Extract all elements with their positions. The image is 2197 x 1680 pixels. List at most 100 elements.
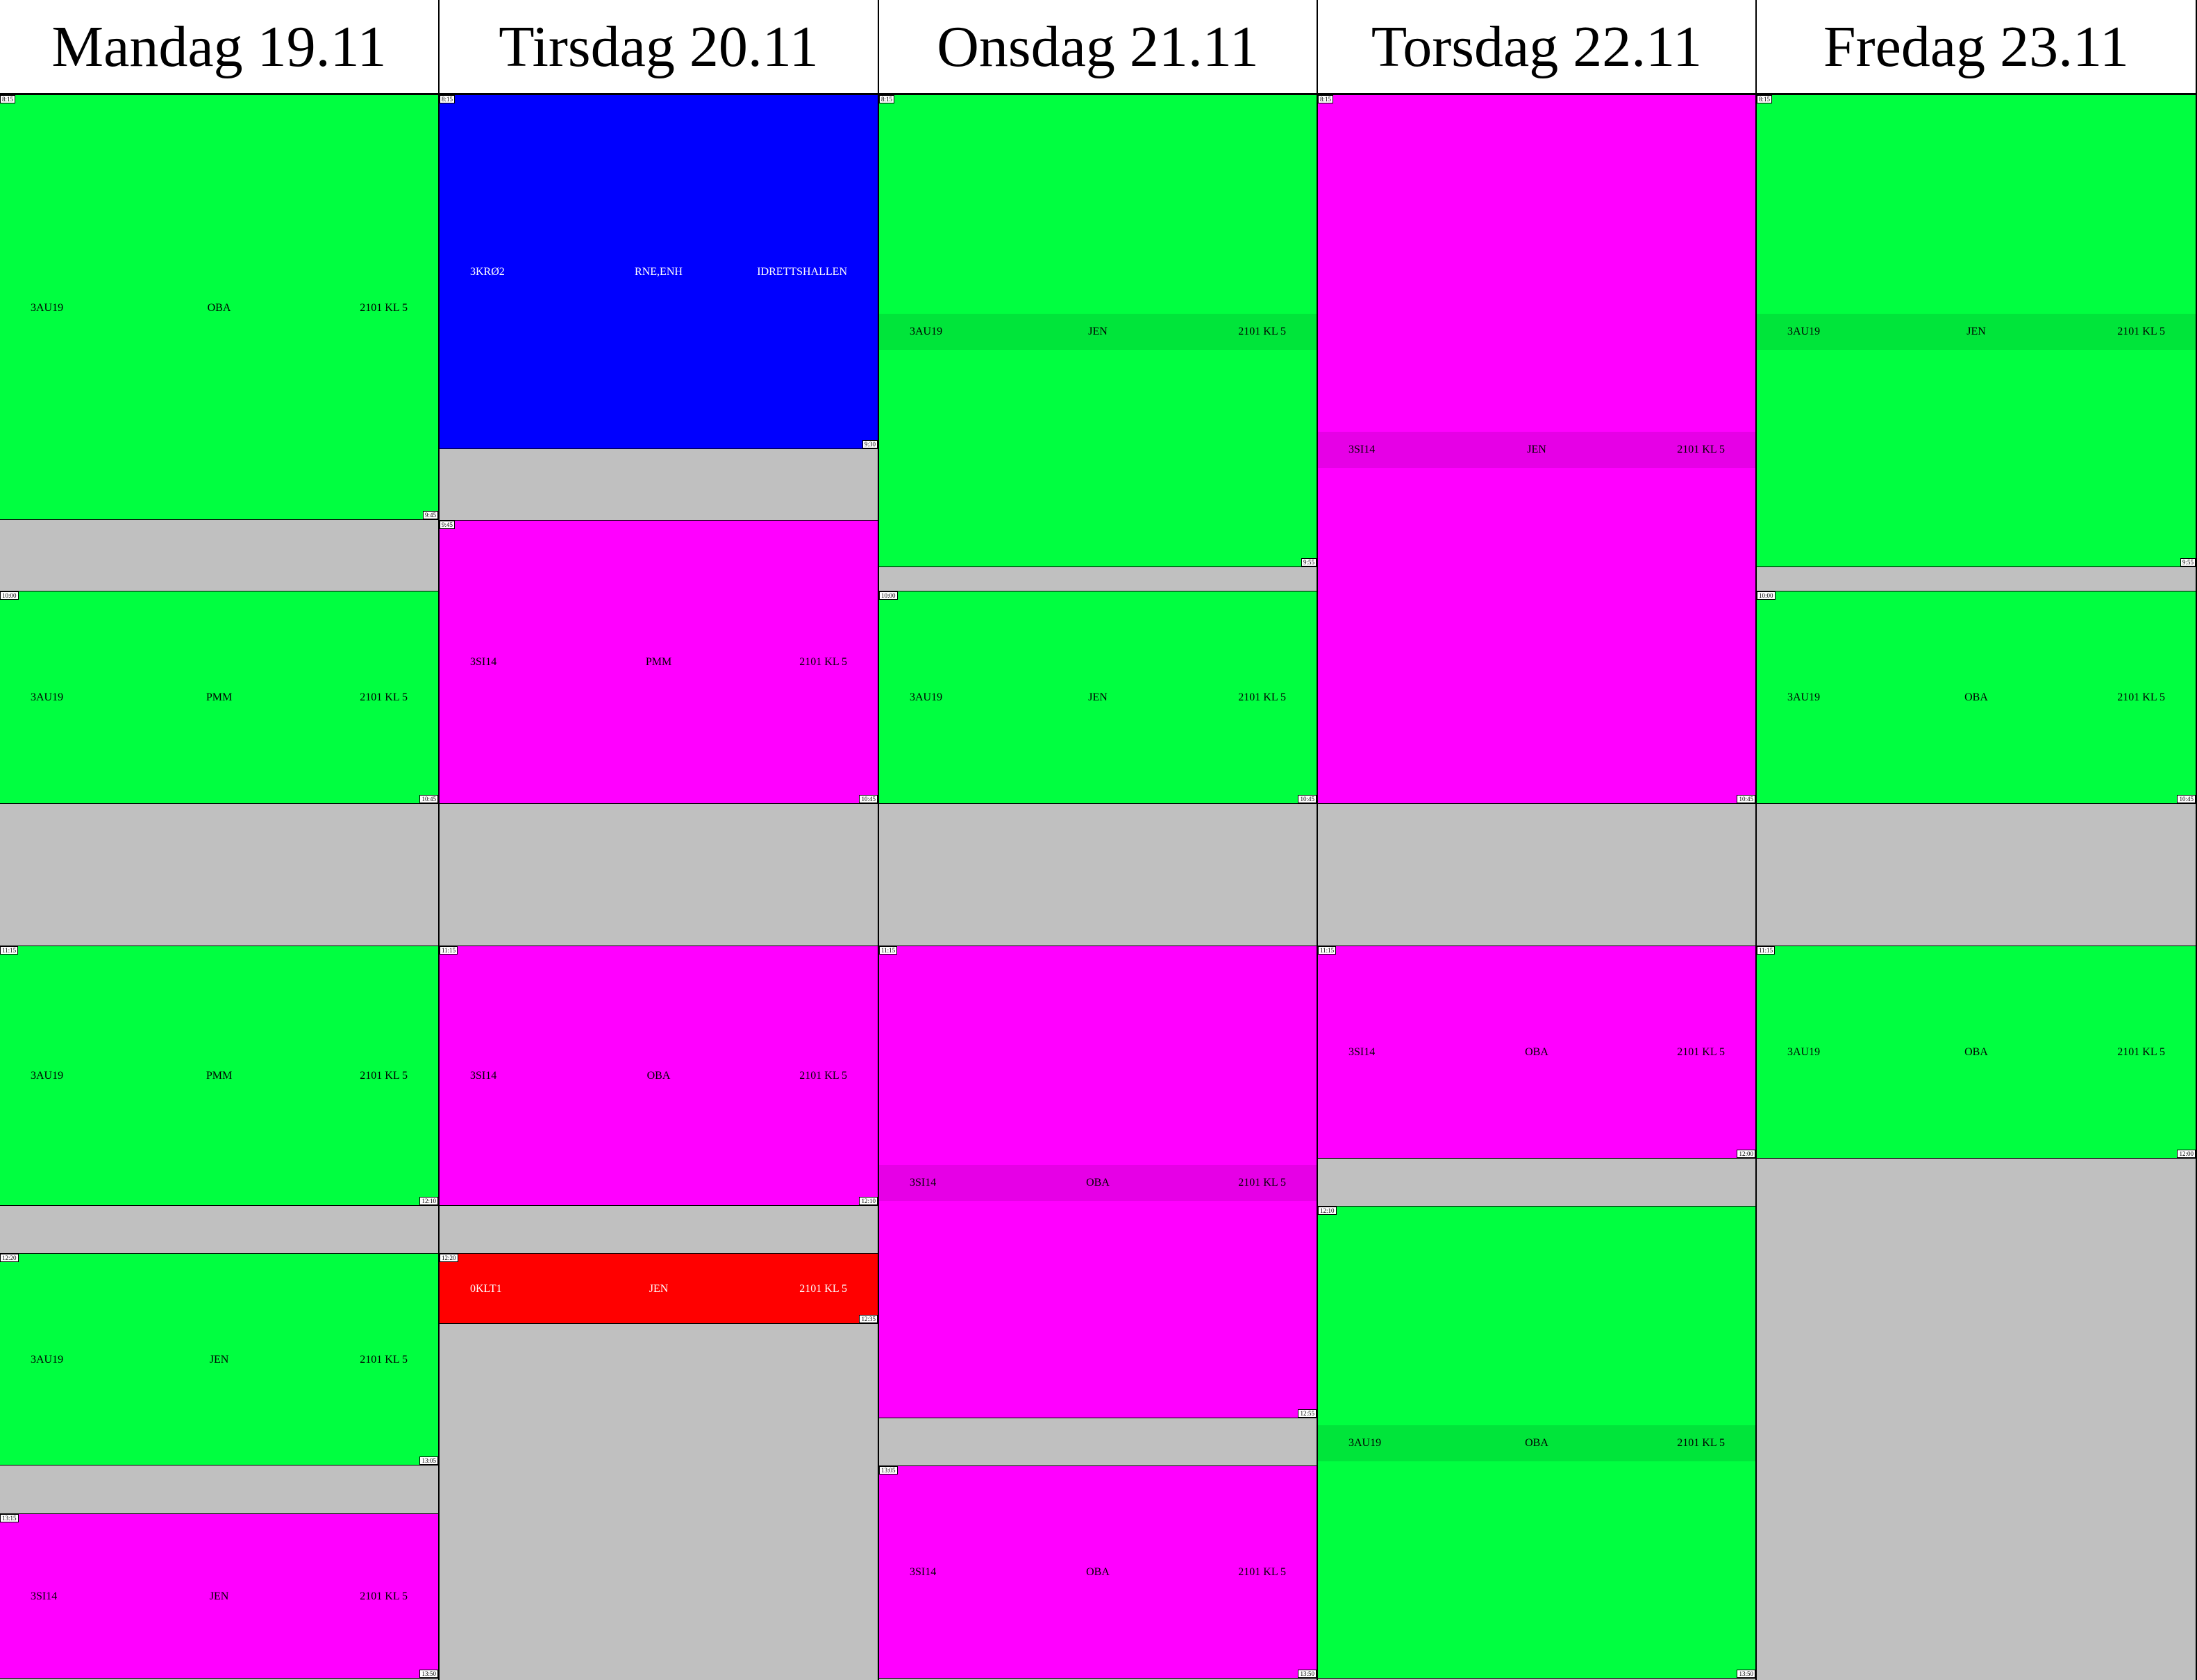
lesson-block[interactable]: 3AU19 PMM 2101 KL 5 10:00 10:45 [0, 591, 438, 804]
lesson-labels: 3AU19 OBA 2101 KL 5 [1757, 691, 2196, 705]
lesson-room: IDRETTSHALLEN [757, 266, 847, 278]
lesson-end-time: 9:45 [422, 511, 438, 520]
lesson-room: 2101 KL 5 [2117, 1046, 2165, 1059]
lesson-labels: 3AU19 JEN 2101 KL 5 [0, 1353, 438, 1367]
lesson-stripe [1757, 314, 2196, 350]
lesson-room: 2101 KL 5 [360, 1590, 408, 1602]
lesson-labels: 3SI14 OBA 2101 KL 5 [879, 1565, 1317, 1579]
lesson-block[interactable]: 3AU19 OBA 2101 KL 5 11:15 12:00 [1757, 946, 2196, 1159]
lesson-block[interactable]: 3AU19 OBA 2101 KL 5 12:10 13:50 [1318, 1205, 1755, 1679]
lesson-start-time: 10:00 [879, 591, 898, 600]
lesson-end-time: 13:50 [419, 1669, 438, 1678]
lesson-block[interactable]: 3SI14 PMM 2101 KL 5 9:45 10:45 [440, 520, 878, 804]
lesson-start-time: 10:00 [0, 591, 19, 600]
lesson-teacher: JEN [649, 1282, 669, 1295]
lesson-end-time: 10:45 [859, 794, 878, 803]
lesson-start-time: 8:15 [1318, 95, 1334, 103]
lesson-block[interactable]: 3AU19 PMM 2101 KL 5 11:15 12:10 [0, 946, 438, 1206]
lesson-start-time: 10:00 [1757, 591, 1776, 600]
lesson-labels: 3AU19 JEN 2101 KL 5 [879, 325, 1317, 339]
lesson-start-time: 11:15 [1318, 946, 1337, 955]
lesson-labels: 3AU19 OBA 2101 KL 5 [1318, 1436, 1755, 1450]
lesson-block[interactable]: 0KLT1 JEN 2101 KL 5 12:20 12:35 [440, 1252, 878, 1325]
lesson-end-time: 12:55 [1298, 1409, 1317, 1418]
day-column: Mandag 19.11 3AU19 OBA 2101 KL 5 8:15 9:45 3AU… [0, 0, 440, 1680]
lesson-group: 3KRØ2 [470, 266, 505, 278]
lesson-block[interactable]: 3SI14 JEN 2101 KL 5 8:15 10:45 [1318, 94, 1755, 804]
lesson-start-time: 8:15 [1757, 95, 1773, 103]
lesson-room: 2101 KL 5 [1238, 1566, 1286, 1579]
lesson-group: 3AU19 [910, 326, 943, 337]
lesson-group: 3AU19 [1348, 1436, 1382, 1449]
lesson-teacher: OBA [1525, 1436, 1548, 1449]
lesson-start-time: 8:15 [440, 95, 456, 103]
lesson-start-time: 13:05 [879, 1466, 898, 1475]
lesson-teacher: JEN [209, 1590, 229, 1602]
lesson-block[interactable]: 3SI14 OBA 2101 KL 5 11:15 12:00 [1318, 946, 1755, 1159]
lesson-room: 2101 KL 5 [1238, 691, 1286, 704]
lesson-teacher: JEN [1527, 444, 1546, 455]
lesson-start-time: 8:15 [879, 95, 895, 103]
lesson-labels: 3SI14 OBA 2101 KL 5 [440, 1069, 878, 1083]
lesson-room: 2101 KL 5 [799, 1070, 847, 1082]
lesson-labels: 3SI14 JEN 2101 KL 5 [0, 1590, 438, 1604]
lesson-end-time: 12:10 [419, 1196, 438, 1205]
lesson-block[interactable]: 3AU19 JEN 2101 KL 5 8:15 9:55 [879, 94, 1317, 568]
lesson-room: 2101 KL 5 [360, 691, 408, 704]
lesson-block[interactable]: 3AU19 OBA 2101 KL 5 10:00 10:45 [1757, 591, 2196, 804]
lesson-end-time: 9:55 [2180, 558, 2196, 567]
lesson-teacher: OBA [646, 1070, 671, 1082]
lesson-end-time: 10:45 [419, 794, 438, 803]
lesson-start-time: 11:15 [1757, 946, 1776, 955]
lesson-start-time: 11:15 [879, 946, 898, 955]
lesson-teacher: OBA [1525, 1046, 1548, 1059]
lesson-teacher: JEN [1966, 326, 1986, 337]
lesson-start-time: 8:15 [0, 95, 16, 103]
lesson-group: 3AU19 [31, 691, 64, 704]
lesson-room: 2101 KL 5 [360, 1353, 408, 1366]
lesson-group: 0KLT1 [470, 1282, 502, 1295]
lesson-block[interactable]: 3AU19 OBA 2101 KL 5 8:15 9:45 [0, 94, 438, 521]
lesson-start-time: 12:10 [1318, 1206, 1337, 1215]
lesson-teacher: JEN [1088, 326, 1108, 337]
lesson-room: 2101 KL 5 [1238, 1177, 1286, 1189]
lesson-end-time: 13:50 [1298, 1669, 1317, 1678]
lesson-block[interactable]: 3SI14 JEN 2101 KL 5 13:15 13:50 [0, 1513, 438, 1679]
day-header: Onsdag 21.11 [879, 0, 1317, 94]
lesson-stripe [879, 1165, 1317, 1202]
lesson-teacher: OBA [1086, 1566, 1110, 1579]
lesson-start-time: 12:20 [440, 1253, 458, 1262]
lesson-block[interactable]: 3AU19 JEN 2101 KL 5 12:20 13:05 [0, 1252, 438, 1466]
lesson-group: 3SI14 [470, 1070, 497, 1082]
lesson-block[interactable]: 3SI14 OBA 2101 KL 5 11:15 12:10 [440, 946, 878, 1206]
lesson-start-time: 12:20 [0, 1253, 19, 1262]
lesson-group: 3AU19 [1787, 691, 1821, 704]
lesson-room: 2101 KL 5 [1677, 1046, 1725, 1059]
lesson-room: 2101 KL 5 [1677, 444, 1725, 455]
lesson-end-time: 12:35 [859, 1315, 878, 1324]
lesson-group: 3SI14 [1348, 1046, 1376, 1059]
lesson-block[interactable]: 3AU19 JEN 2101 KL 5 10:00 10:45 [879, 591, 1317, 804]
lesson-end-time: 13:50 [1737, 1669, 1755, 1678]
lesson-block[interactable]: 3KRØ2 RNE,ENH IDRETTSHALLEN 8:15 9:30 [440, 94, 878, 449]
day-column: Fredag 23.11 3AU19 JEN 2101 KL 5 8:15 9:55 3AU… [1757, 0, 2197, 1680]
lesson-block[interactable]: 3SI14 OBA 2101 KL 5 11:15 12:55 [879, 946, 1317, 1419]
lesson-room: 2101 KL 5 [1677, 1436, 1725, 1449]
lesson-teacher: RNE,ENH [635, 266, 683, 278]
lesson-group: 3AU19 [1787, 326, 1821, 337]
lesson-end-time: 12:00 [1737, 1149, 1755, 1158]
lesson-start-time: 11:15 [440, 946, 458, 955]
lesson-teacher: OBA [207, 302, 231, 314]
lesson-end-time: 9:55 [1301, 558, 1317, 567]
lesson-end-time: 10:45 [2177, 794, 2196, 803]
lesson-group: 3SI14 [470, 656, 497, 669]
lesson-block[interactable]: 3AU19 JEN 2101 KL 5 8:15 9:55 [1757, 94, 2196, 568]
lesson-labels: 3AU19 PMM 2101 KL 5 [0, 1069, 438, 1083]
lesson-labels: 3AU19 OBA 2101 KL 5 [1757, 1045, 2196, 1059]
lesson-group: 3AU19 [31, 1353, 64, 1366]
lesson-group: 3AU19 [910, 691, 943, 704]
lesson-teacher: PMM [645, 656, 672, 669]
lesson-block[interactable]: 3SI14 OBA 2101 KL 5 13:05 13:50 [879, 1465, 1317, 1679]
lesson-room: 2101 KL 5 [799, 656, 847, 669]
